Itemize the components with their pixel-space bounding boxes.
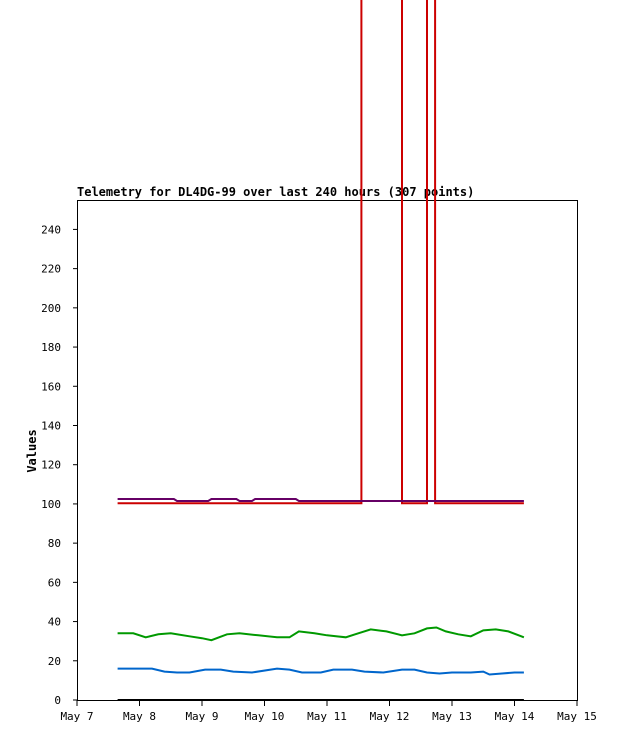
y-tick-label: 20 [48, 655, 61, 668]
x-tick-label: May 11 [307, 710, 347, 723]
series-line-2 [117, 498, 524, 502]
chart-title: Telemetry for DL4DG-99 over last 240 hou… [77, 185, 474, 199]
x-tick-label: May 14 [495, 710, 535, 723]
y-tick-label: 240 [41, 223, 61, 236]
x-tick-label: May 8 [123, 710, 156, 723]
y-tick-label: 100 [41, 498, 61, 511]
y-tick-label: 40 [48, 616, 61, 629]
y-tick-label: 160 [41, 380, 61, 393]
y-axis-label: Values [25, 429, 39, 472]
axis-ticks: 0 20 40 60 80 100 120 140 160 180 200 220 240 May 7 Ma… [41, 223, 597, 723]
y-tick-label: 80 [48, 537, 61, 550]
y-tick-label: 120 [41, 459, 61, 472]
y-tick-label: 220 [41, 263, 61, 276]
y-tick-label: 180 [41, 341, 61, 354]
x-tick-label: May 15 [557, 710, 597, 723]
x-tick-label: May 13 [432, 710, 472, 723]
series-line-4 [117, 667, 524, 676]
series-line-1 [117, 0, 524, 505]
x-tick-label: May 7 [60, 710, 93, 723]
x-tick-label: May 12 [370, 710, 410, 723]
series-layer [117, 0, 525, 700]
x-tick-label: May 10 [245, 710, 285, 723]
y-tick-label: 140 [41, 419, 61, 432]
y-tick-label: 60 [48, 576, 61, 589]
y-tick-label: 200 [41, 302, 61, 315]
x-tick-label: May 9 [185, 710, 218, 723]
y-tick-label: 0 [54, 694, 61, 707]
plot-frame [77, 200, 578, 701]
series-line-3 [117, 626, 525, 642]
